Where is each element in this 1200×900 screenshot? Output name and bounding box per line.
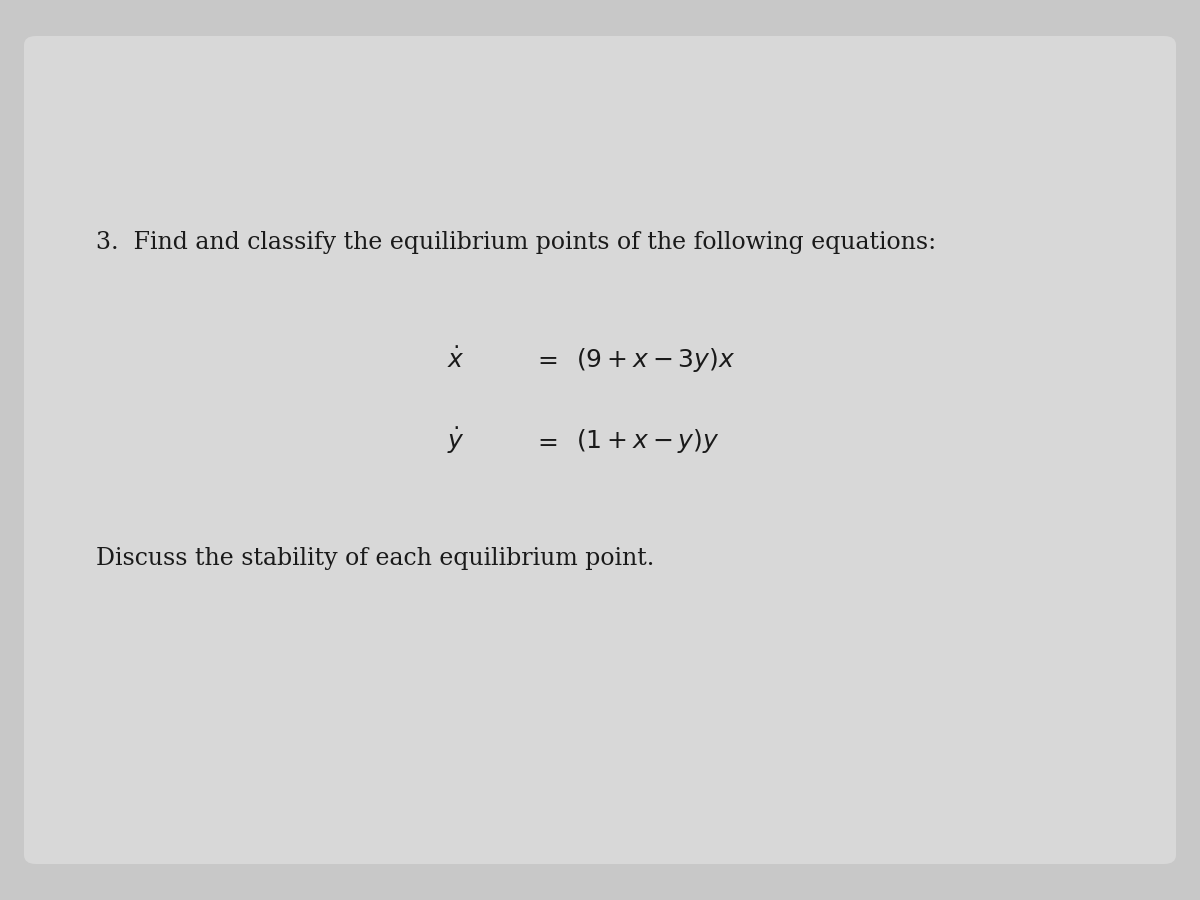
Text: $(9+x-3y)x$: $(9+x-3y)x$: [576, 346, 736, 374]
Text: 3.  Find and classify the equilibrium points of the following equations:: 3. Find and classify the equilibrium poi…: [96, 231, 936, 255]
Text: $\dot{y}$: $\dot{y}$: [448, 426, 464, 456]
Text: $\dot{x}$: $\dot{x}$: [448, 347, 464, 373]
Text: Discuss the stability of each equilibrium point.: Discuss the stability of each equilibriu…: [96, 546, 654, 570]
Text: $(1+x-y)y$: $(1+x-y)y$: [576, 427, 720, 455]
Text: $=$: $=$: [534, 429, 558, 453]
Text: $=$: $=$: [534, 348, 558, 372]
FancyBboxPatch shape: [24, 36, 1176, 864]
